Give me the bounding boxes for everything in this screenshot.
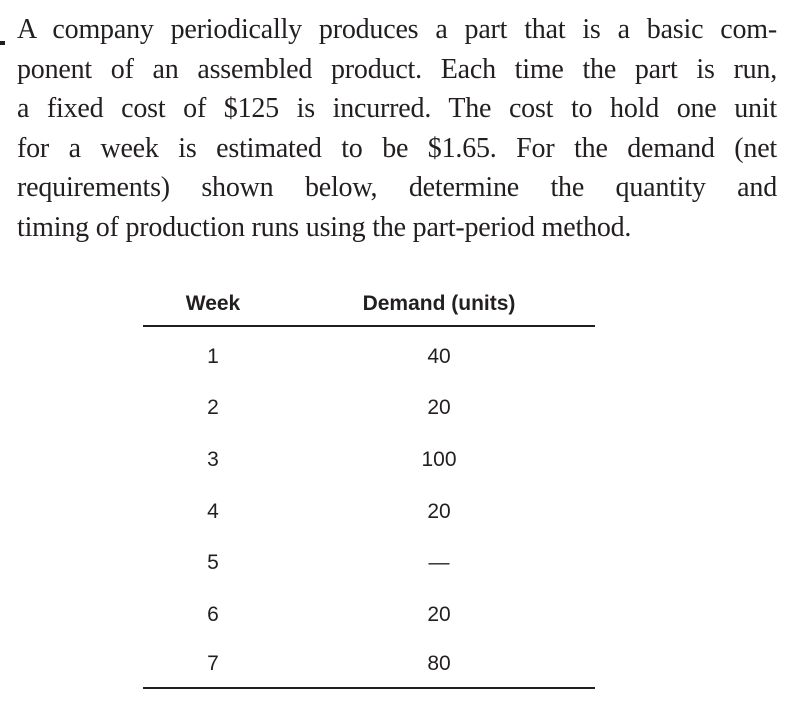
table-row: 1 40	[143, 326, 595, 383]
demand-cell: 20	[427, 396, 451, 420]
problem-line: timing of production runs using the part…	[17, 211, 632, 243]
column-header-week: Week	[143, 282, 283, 327]
problem-line: ponent of an assembled product. Each tim…	[17, 53, 777, 85]
week-cell: 1	[207, 344, 219, 368]
week-cell: 3	[207, 447, 219, 471]
table-row: 4 20	[143, 486, 595, 538]
week-cell: 2	[207, 396, 219, 420]
problem-text: A company periodically produces a part t…	[17, 10, 777, 247]
problem-line: a fixed cost of $125 is incurred. The co…	[17, 93, 777, 124]
demand-table: Week Demand (units) 1 40 2 20 3 100 4 20 5—6 20 7 8…	[143, 282, 595, 689]
demand-cell: 40	[427, 344, 451, 368]
problem-line: A company periodically produces a part t…	[17, 14, 777, 45]
demand-cell: 20	[427, 499, 451, 523]
table-row: 6 20	[143, 589, 595, 641]
week-cell: 7	[143, 640, 283, 689]
table-body: 1 40 2 20 3 100 4 20 5—6 20 7 80	[143, 326, 595, 689]
table-header-row: Week Demand (units)	[143, 282, 595, 327]
table-header: Week Demand (units)	[143, 282, 595, 327]
week-cell: 4	[207, 499, 219, 523]
week-cell: 6	[207, 602, 219, 626]
table-row: 5—	[143, 537, 595, 589]
week-cell: 5	[207, 551, 219, 575]
problem-bullet-mark	[0, 41, 5, 45]
problem-line: for a week is estimated to be $1.65. For…	[17, 132, 777, 164]
demand-cell: 80	[283, 640, 595, 689]
demand-cell: —	[428, 551, 450, 575]
column-header-demand: Demand (units)	[283, 282, 595, 327]
table-row: 3 100	[143, 434, 595, 486]
table-row: 7 80	[143, 640, 595, 689]
problem-line: requirements) shown below, determine the…	[17, 172, 777, 203]
demand-cell: 20	[427, 602, 451, 626]
demand-cell: 100	[421, 447, 457, 471]
table-row: 2 20	[143, 383, 595, 435]
